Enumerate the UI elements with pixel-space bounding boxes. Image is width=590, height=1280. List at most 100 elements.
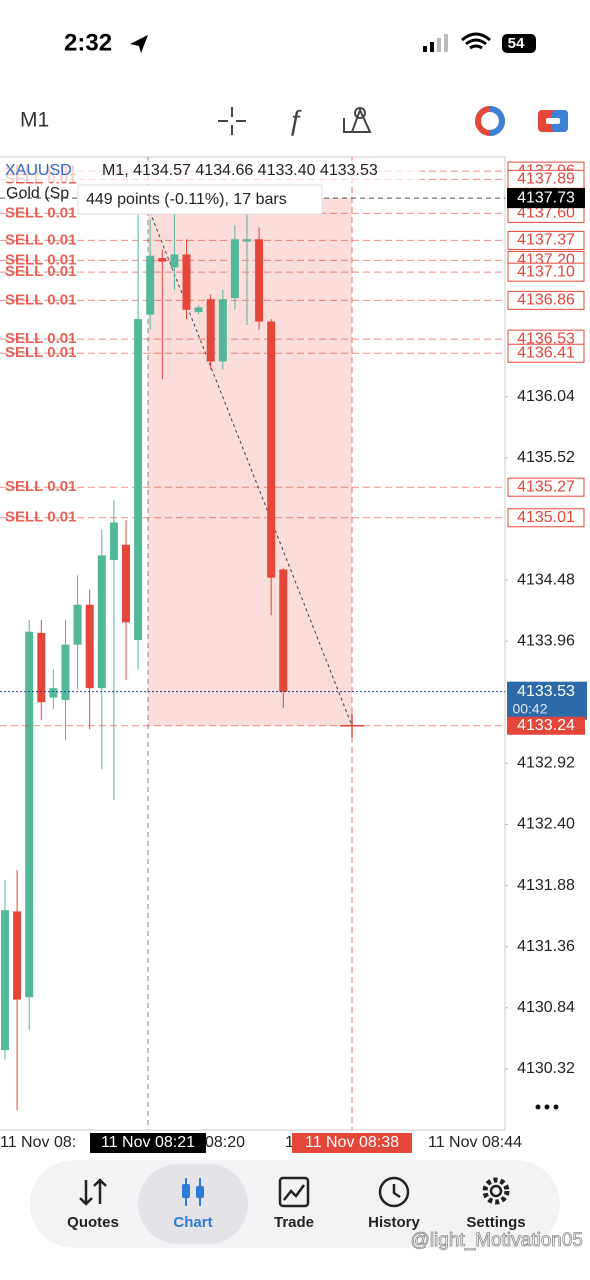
measure-tooltip: 449 points (-0.11%), 17 bars [86, 191, 287, 208]
order-price: 4136.41 [517, 344, 575, 361]
measure-tooltip-bg [77, 184, 323, 215]
order-side: SELL 0.01 [5, 291, 76, 308]
chart-icon-body [196, 1186, 204, 1198]
nav-label: History [368, 1214, 420, 1231]
candle-body [218, 299, 227, 362]
crosshair-time-box [292, 1133, 412, 1153]
history-hands [392, 1184, 401, 1199]
candle-body [37, 632, 46, 703]
trade-nav-icon [278, 1176, 310, 1208]
battery [502, 34, 536, 53]
order-price-box [507, 477, 585, 497]
order-price-box [507, 343, 585, 363]
measure-area [148, 198, 352, 726]
y-tick-label: 4133.96 [517, 632, 575, 649]
y-tick-label: 4131.88 [517, 877, 575, 894]
trade-nav-line [283, 1184, 306, 1201]
chart: 4136.04 4135.52 4134.48 4133.96 4132.92 4132.… [0, 156, 587, 1153]
nav-trade[interactable]: Trade [274, 1176, 314, 1231]
x-tick-label: 08:20 [205, 1134, 245, 1151]
order-price: 4136.86 [517, 292, 575, 309]
order-side: SELL 0.01 [5, 509, 76, 526]
chart-icon-body [182, 1184, 190, 1198]
x-tick-label: 11 Nov 08:44 [428, 1134, 522, 1151]
candle-body [243, 239, 251, 242]
candle-body [85, 604, 94, 689]
candle-body [267, 321, 276, 578]
y-tick-label: 4130.32 [517, 1060, 575, 1077]
wifi-icon [461, 32, 491, 50]
candle-body [61, 644, 70, 700]
timeframe[interactable]: M1 [20, 109, 49, 132]
candle-body [194, 307, 203, 313]
y-tick-label: 4132.92 [517, 755, 575, 772]
order-price: 4137.37 [517, 232, 575, 249]
candle-body [279, 569, 288, 692]
candle-body [97, 555, 106, 689]
crosshair-tool[interactable] [218, 107, 246, 135]
order-side: SELL 0.01 [5, 344, 76, 361]
candle-body [122, 544, 130, 623]
x-tick-label: 1 [285, 1134, 294, 1151]
order-side: SELL 0.01 [5, 263, 76, 280]
candle-body [206, 299, 215, 362]
order-price: 4135.01 [517, 509, 575, 526]
symbol-description: Gold (Sp [6, 185, 69, 202]
quotes-icon [79, 1178, 107, 1206]
candle-body [25, 631, 34, 998]
objects-tool[interactable] [343, 107, 372, 133]
battery-level: 54 [508, 35, 525, 52]
y-tick-label: 4131.36 [517, 938, 575, 955]
nav-label: Trade [274, 1214, 314, 1231]
order-price-box [507, 290, 585, 310]
watermark: @light_Motivation05 [411, 1230, 583, 1251]
x-tick-label: 11 Nov 08: [0, 1134, 76, 1151]
order-price: 4135.27 [517, 478, 575, 495]
candle-body [134, 319, 143, 640]
nav-label: Chart [173, 1214, 212, 1231]
y-tick-label: 4136.04 [517, 388, 575, 405]
order-side: SELL 0.01 [5, 231, 76, 248]
symbol: XAUUSD [5, 162, 72, 179]
info-bg [0, 160, 420, 182]
nav-settings[interactable]: Settings [466, 1177, 526, 1231]
clock: 2:32 [64, 29, 112, 56]
candle-body [109, 522, 118, 561]
order-price-box [507, 262, 585, 282]
nav-label: Quotes [67, 1214, 119, 1231]
settings-hub [489, 1184, 503, 1198]
more-menu[interactable] [535, 1104, 559, 1110]
nav-history[interactable]: History [368, 1176, 420, 1231]
order-side: SELL 0.01 [5, 330, 76, 347]
candle-body [255, 239, 264, 322]
measure-start-time: 11 Nov 08:21 [101, 1134, 195, 1151]
indicators-tool[interactable]: ƒ [287, 104, 303, 135]
order-price: 4137.89 [517, 171, 575, 188]
order-price: 4137.60 [517, 205, 575, 222]
candle-body [146, 255, 155, 315]
order-price: 4137.10 [517, 263, 575, 280]
nav-label: Settings [466, 1214, 525, 1231]
candle-body [73, 604, 82, 645]
current-price: 4133.53 [517, 683, 575, 700]
nav-quotes[interactable]: Quotes [67, 1178, 119, 1231]
crosshair-cursor [340, 713, 364, 738]
nav-selected-bg [138, 1164, 248, 1244]
bar-timer: 00:42 [512, 700, 547, 716]
y-tick-label: 4134.48 [517, 571, 575, 588]
nav-chart[interactable]: Chart [173, 1178, 213, 1231]
current-price-box [507, 681, 587, 720]
crosshair-time: 11 Nov 08:38 [305, 1134, 399, 1151]
location-icon [130, 35, 148, 53]
history-icon [378, 1176, 410, 1208]
trade-icon-half [489, 106, 505, 136]
order-price: 4136.53 [517, 330, 575, 347]
candle-body [13, 911, 22, 1000]
candle-body [49, 688, 58, 698]
measure-start-time-box [90, 1133, 206, 1153]
order-price-box [507, 508, 585, 528]
crosshair-price: 4133.24 [517, 717, 575, 734]
order-side: SELL 0.01 [5, 251, 76, 268]
order-side: SELL 0.01 [5, 478, 76, 495]
candle-body [170, 254, 179, 268]
